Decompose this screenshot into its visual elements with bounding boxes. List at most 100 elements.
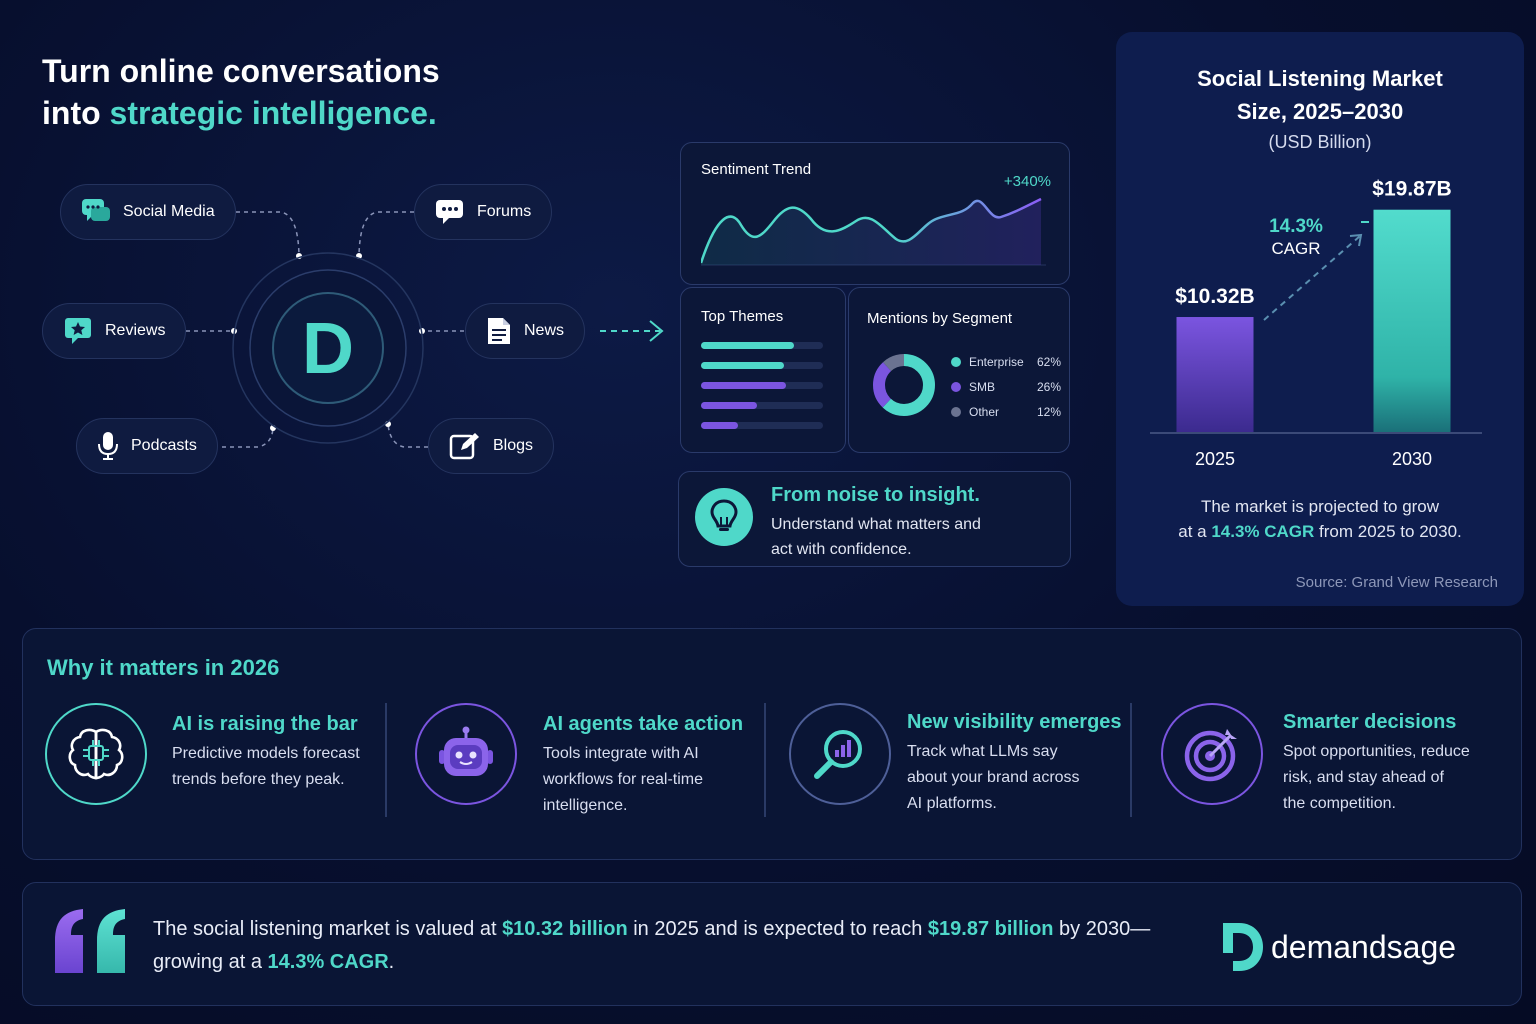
- why-line-3: the competition.: [1283, 795, 1396, 812]
- why-divider: [385, 703, 387, 817]
- hub-inner-ring: [272, 292, 384, 404]
- note-suffix: from 2025 to 2030.: [1314, 522, 1462, 541]
- bar-value-label: $10.32B: [1175, 285, 1254, 308]
- why-line-1: Track what LLMs say: [907, 743, 1058, 760]
- cagr-label: CAGR: [1271, 239, 1320, 258]
- quote-value: $19.87 billion: [927, 918, 1054, 940]
- chart-note-line-2: at a 14.3% CAGR from 2025 to 2030.: [1116, 519, 1524, 544]
- market-bar-chart: $10.32B 2025 $19.87B 2030 14.3% CAGR: [1150, 178, 1482, 469]
- legend-item: SMB 26%: [951, 380, 1061, 394]
- bar-2030: [1373, 209, 1451, 433]
- source-podcasts[interactable]: Podcasts: [76, 418, 218, 474]
- segment-donut: [873, 354, 935, 416]
- legend-item: Enterprise 62%: [951, 355, 1061, 369]
- theme-bar: [701, 362, 784, 369]
- theme-bar-track: [701, 342, 823, 349]
- why-title: New visibility emerges: [907, 711, 1122, 733]
- insight-panel: From noise to insight. Understand what m…: [678, 471, 1071, 567]
- review-star-icon: [65, 318, 91, 344]
- quote-part: in 2025 and is expected to reach: [627, 918, 928, 940]
- source-social-media[interactable]: Social Media: [60, 184, 236, 240]
- sentiment-title: Sentiment Trend: [701, 161, 812, 178]
- robot-icon: [415, 703, 517, 805]
- target-icon: [1161, 703, 1263, 805]
- cagr-value: 14.3%: [1269, 216, 1323, 237]
- brand-mark-icon: [1223, 923, 1263, 971]
- donut-slice-other: [873, 354, 935, 416]
- source-reviews[interactable]: Reviews: [42, 303, 187, 359]
- brain-icon: [45, 703, 147, 805]
- why-it-matters-section: Why it matters in 2026 AI is raising the…: [22, 628, 1522, 860]
- why-body: Predictive models forecast trends before…: [172, 741, 360, 793]
- theme-bar: [701, 422, 738, 429]
- legend-swatch: [951, 407, 961, 417]
- source-label: Forums: [477, 203, 532, 220]
- source-label: Social Media: [123, 203, 215, 220]
- source-label: Reviews: [105, 322, 166, 339]
- legend-value: 12%: [1036, 405, 1061, 419]
- chart-title-line-1: Social Listening Market: [1197, 66, 1443, 91]
- quote-part: by 2030—growing at a: [153, 918, 1151, 973]
- why-line-2: risk, and stay ahead of: [1283, 769, 1444, 786]
- source-label: Podcasts: [131, 437, 197, 454]
- sentiment-trend-panel: Sentiment Trend +340%: [680, 142, 1070, 285]
- why-body: Spot opportunities, reduce risk, and sta…: [1283, 739, 1470, 817]
- source-forums[interactable]: Forums: [414, 184, 553, 240]
- quote-text: The social listening market is valued at…: [153, 913, 1173, 979]
- legend-swatch: [951, 382, 961, 392]
- chart-source: Source: Grand View Research: [1295, 574, 1498, 591]
- x-tick-label: 2025: [1195, 449, 1235, 469]
- theme-bar-track: [701, 382, 823, 389]
- sentiment-sparkline: [701, 197, 1046, 266]
- why-line-2: workflows for real-time: [543, 771, 704, 788]
- quote-mark-icon: [55, 909, 125, 973]
- why-line-1: Tools integrate with AI: [543, 745, 699, 762]
- flow-arrow-head: [649, 320, 664, 342]
- quote-value: 14.3% CAGR: [267, 951, 389, 973]
- note-prefix: at a: [1178, 522, 1212, 541]
- source-news[interactable]: News: [465, 303, 586, 359]
- why-divider: [764, 703, 766, 817]
- brand-logo[interactable]: demandsage: [1219, 919, 1456, 975]
- quote-part: .: [388, 951, 395, 973]
- source-label: News: [524, 322, 565, 339]
- hub-diagram: D: [186, 211, 664, 448]
- theme-bar: [701, 382, 787, 389]
- quote-part: The social listening market is valued at: [153, 918, 503, 940]
- chart-note-line-1: The market is projected to grow: [1200, 497, 1440, 516]
- why-title: AI is raising the bar: [172, 713, 358, 735]
- quote-banner: The social listening market is valued at…: [22, 882, 1522, 1006]
- why-line-2: about your brand across: [907, 769, 1080, 786]
- legend-value: 62%: [1036, 355, 1061, 369]
- legend-label: Other: [969, 405, 1000, 419]
- market-size-panel: Social Listening Market Size, 2025–2030 …: [1116, 32, 1524, 606]
- legend-swatch: [951, 357, 961, 367]
- insight-title: From noise to insight.: [771, 484, 980, 506]
- why-line-3: intelligence.: [543, 797, 628, 814]
- headline-line-1: Turn online conversations: [42, 53, 440, 89]
- why-line-1: Spot opportunities, reduce: [1283, 743, 1470, 760]
- chat-bubbles-icon: [82, 199, 110, 221]
- chart-title-line-2: Size, 2025–2030: [1236, 99, 1404, 124]
- why-title: Smarter decisions: [1283, 711, 1457, 733]
- cagr-arrow-head: [1349, 233, 1363, 247]
- theme-bar-track: [701, 362, 823, 369]
- source-blogs[interactable]: Blogs: [428, 418, 555, 474]
- bar-value-label: $19.87B: [1372, 178, 1451, 201]
- legend-label: Enterprise: [969, 355, 1024, 369]
- headline-highlight: strategic intelligence.: [109, 95, 437, 131]
- connector-forums: [358, 211, 414, 256]
- magnifier-chart-icon: [789, 703, 891, 805]
- brand-name: demandsage: [1271, 928, 1457, 965]
- donut-slice-smb: [873, 354, 935, 416]
- hub-logo-letter: D: [302, 309, 354, 389]
- themes-title: Top Themes: [701, 308, 784, 325]
- connector-social: [236, 211, 300, 256]
- x-tick-label: 2030: [1392, 449, 1432, 469]
- source-label: Blogs: [493, 437, 534, 454]
- legend-label: SMB: [969, 380, 996, 394]
- mentions-segment-panel: Mentions by Segment Enterprise 62% SMB 26% O…: [848, 287, 1070, 453]
- top-themes-panel: Top Themes: [680, 287, 846, 453]
- why-item-new-visibility: New visibility emerges Track what LLMs s…: [789, 703, 1129, 813]
- headline-line-2: into strategic intelligence.: [42, 92, 440, 134]
